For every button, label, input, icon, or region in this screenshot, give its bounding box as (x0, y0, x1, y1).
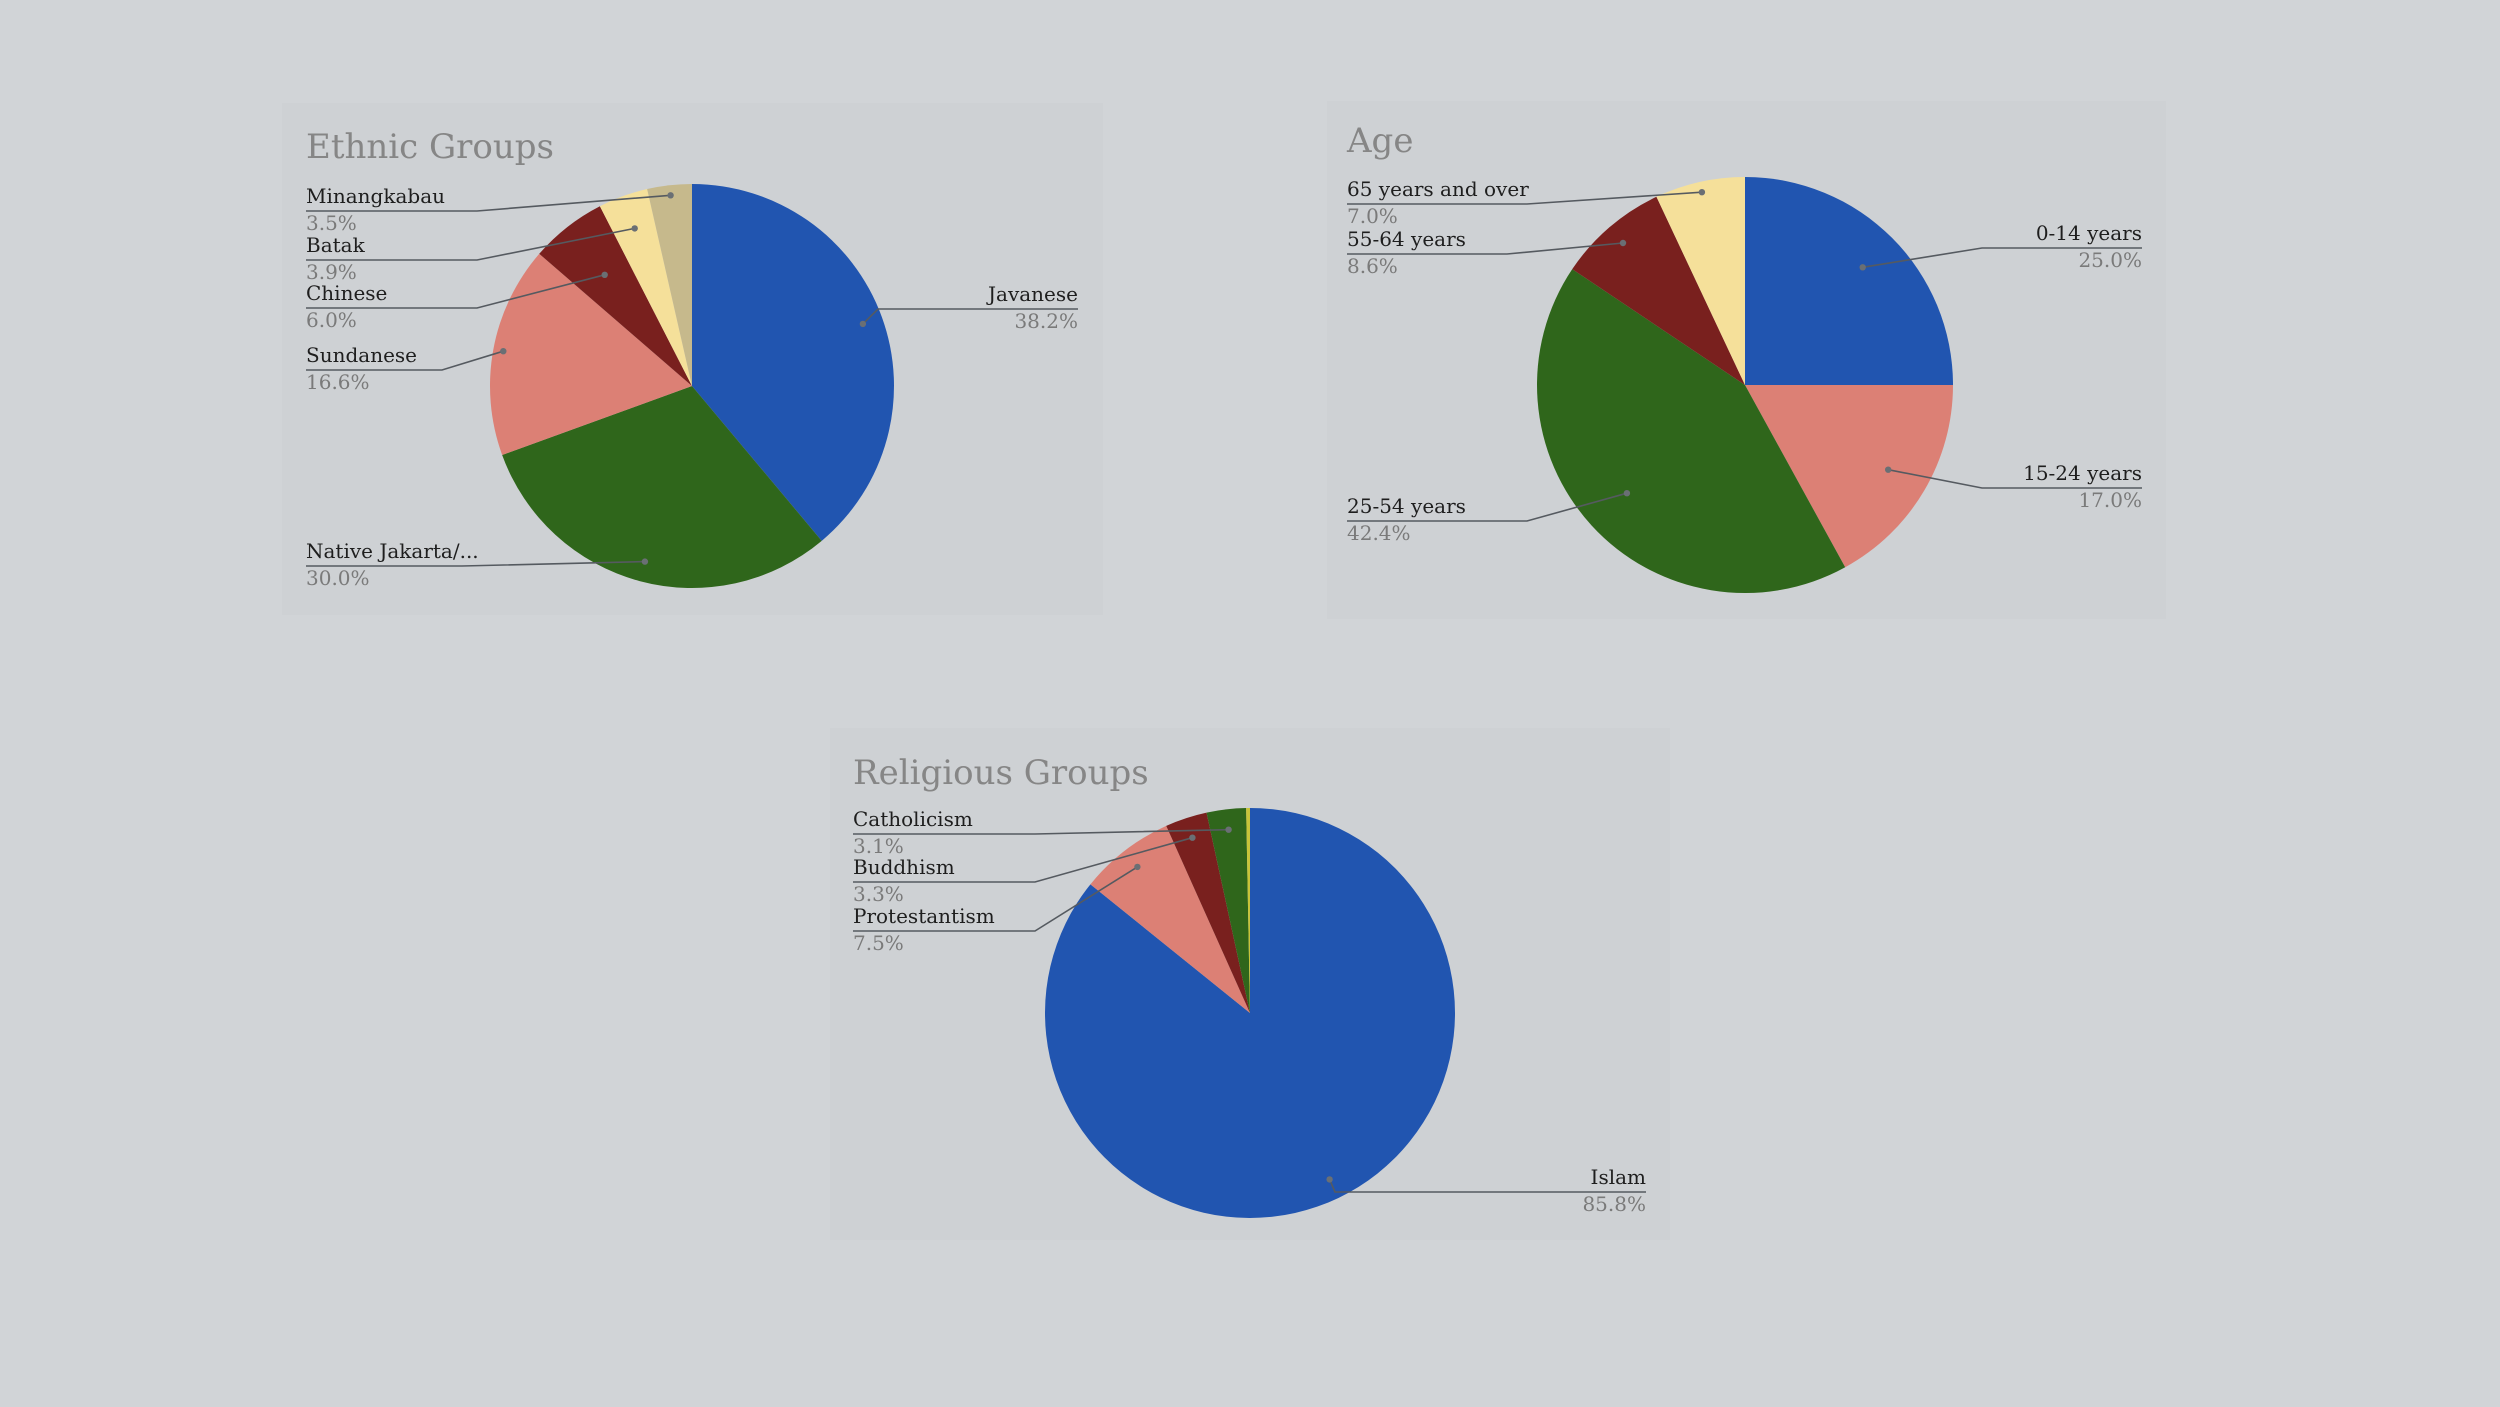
slice-label-chinese: Chinese (306, 281, 387, 305)
age-pie-svg: Age 0-14 years 25.0% 15-24 years 17.0% 25-54… (1346, 121, 2142, 593)
leader-dot-buddhism (1189, 834, 1196, 841)
leader-dot-65-years-and-over (1698, 189, 1706, 196)
slice-label-15-24-years: 15-24 years (2023, 461, 2142, 485)
pie-slice-15-24-years (1745, 385, 1953, 568)
leader-dot-javanese (859, 320, 867, 328)
pie-slice-0-14-years (1745, 177, 1953, 385)
slice-percent-65-years-and-over: 7.0% (1347, 204, 1398, 228)
slice-percent-chinese: 6.0% (306, 308, 357, 332)
leader-dot-25-54-years (1623, 490, 1631, 497)
leader-line-sundanese (306, 350, 504, 371)
slice-label-islam: Islam (1591, 1165, 1646, 1189)
leader-dot-catholicism (1225, 826, 1232, 833)
leader-dot-0-14-years (1859, 264, 1866, 271)
slice-percent-batak: 3.9% (306, 260, 357, 284)
pie-slice-minangkabau (647, 184, 692, 386)
slice-label-55-64-years: 55-64 years (1347, 227, 1466, 251)
leader-dot-chinese (601, 271, 608, 278)
slice-label-25-54-years: 25-54 years (1347, 494, 1466, 518)
slice-percent-native-jakarta: 30.0% (306, 566, 370, 590)
leader-dot-batak (631, 225, 638, 232)
leader-dot-15-24-years (1885, 466, 1892, 473)
age-chart: Age 0-14 years 25.0% 15-24 years 17.0% 25-54… (1327, 101, 2166, 619)
slice-percent-minangkabau: 3.5% (306, 211, 357, 235)
age-labels: 0-14 years 25.0% 15-24 years 17.0% 25-54 yea… (1347, 177, 2142, 545)
religion-labels: Islam 85.8% Protestantism 7.5% Buddhism 3.3% C… (853, 807, 1646, 1216)
slice-label-protestantism: Protestantism (853, 904, 995, 928)
slice-label-native-jakarta: Native Jakarta/... (306, 539, 479, 563)
leader-line-55-64-years (1347, 242, 1624, 255)
leader-line-catholicism (853, 828, 1229, 835)
pie-slice-javanese (692, 184, 894, 541)
slice-percent-buddhism: 3.3% (853, 882, 904, 906)
pie-slice-batak (599, 189, 692, 386)
leader-line-islam (1328, 1179, 1646, 1193)
leader-line-25-54-years (1347, 492, 1628, 522)
religious-groups-chart: Religious Groups Islam 85.8% Protestantism… (830, 728, 1670, 1240)
pie-slice-native-jakarta (502, 386, 822, 588)
pie-slice-25-54-years (1537, 269, 1846, 593)
leader-line-buddhism (853, 836, 1193, 883)
slice-percent-0-14-years: 25.0% (2078, 248, 2142, 272)
slice-label-sundanese: Sundanese (306, 343, 417, 367)
ethnic-labels: Javanese 38.2% Native Jakarta/... 30.0% Sund… (306, 184, 1078, 590)
slice-percent-sundanese: 16.6% (306, 370, 370, 394)
slice-label-0-14-years: 0-14 years (2036, 221, 2142, 245)
slice-percent-islam: 85.8% (1582, 1192, 1646, 1216)
pie-slice-chinese (539, 206, 692, 386)
slice-label-buddhism: Buddhism (853, 855, 955, 879)
leader-line-65-years-and-over (1347, 191, 1702, 205)
leader-line-javanese (862, 308, 1078, 325)
leader-line-minangkabau (306, 194, 671, 212)
slice-percent-55-64-years: 8.6% (1347, 254, 1398, 278)
slice-percent-catholicism: 3.1% (853, 834, 904, 858)
leader-line-native-jakarta (306, 560, 645, 567)
ethnic-groups-pie-svg: Ethnic Groups Javanese 38.2% Native Jakart… (306, 127, 1078, 590)
slice-percent-25-54-years: 42.4% (1347, 521, 1411, 545)
leader-dot-islam (1326, 1176, 1333, 1183)
pie-slice-buddhism (1166, 812, 1250, 1013)
religion-slices (1045, 808, 1456, 1218)
chart-title: Religious Groups (853, 753, 1149, 793)
leader-line-protestantism (853, 866, 1138, 932)
slice-percent-javanese: 38.2% (1014, 309, 1078, 333)
leader-line-0-14-years (1862, 247, 2142, 269)
leader-dot-minangkabau (667, 192, 674, 199)
ethnic-groups-chart: Ethnic Groups Javanese 38.2% Native Jakart… (282, 103, 1103, 615)
slice-label-javanese: Javanese (986, 282, 1078, 306)
leader-dot-sundanese (500, 348, 507, 355)
pie-slice-sundanese (490, 253, 692, 456)
slice-percent-protestantism: 7.5% (853, 931, 904, 955)
pie-slice-protestantism (1090, 825, 1250, 1013)
leader-line-chinese (306, 274, 605, 309)
chart-title: Ethnic Groups (306, 127, 554, 167)
age-slices (1537, 177, 1953, 593)
leader-dot-protestantism (1134, 863, 1141, 871)
chart-title: Age (1346, 121, 1413, 161)
pie-slice-catholicism (1206, 808, 1250, 1013)
leader-line-batak (306, 227, 635, 261)
slice-percent-15-24-years: 17.0% (2078, 488, 2142, 512)
slice-label-batak: Batak (306, 233, 366, 257)
leader-dot-native-jakarta (641, 558, 649, 565)
pie-slice-65-years-and-over (1656, 177, 1745, 385)
pie-slice-minor (1246, 808, 1250, 1013)
ethnic-slices (490, 184, 894, 588)
slice-label-catholicism: Catholicism (853, 807, 973, 831)
slice-label-minangkabau: Minangkabau (306, 184, 445, 208)
slice-label-65-years-and-over: 65 years and over (1347, 177, 1529, 201)
leader-line-15-24-years (1888, 468, 2142, 489)
religious-groups-pie-svg: Religious Groups Islam 85.8% Protestantism… (853, 753, 1646, 1218)
leader-dot-55-64-years (1619, 239, 1627, 247)
pie-slice-islam (1045, 808, 1456, 1218)
